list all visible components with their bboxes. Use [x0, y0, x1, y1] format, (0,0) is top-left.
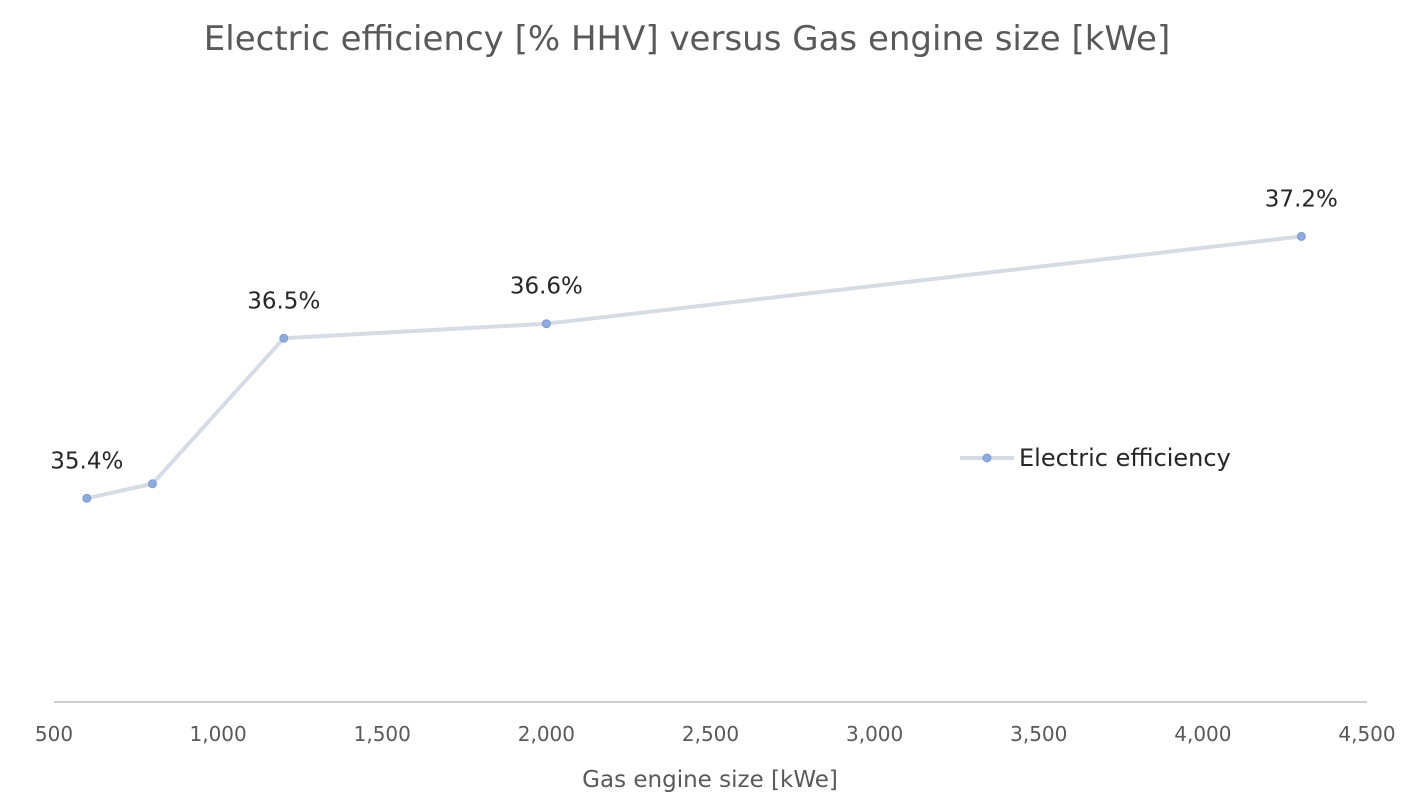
plot-area: 35.4% 36.5% 36.6% 37.2%	[50, 186, 1338, 503]
x-tick-label: 3,000	[846, 722, 903, 746]
x-tick-label: 1,500	[354, 722, 411, 746]
data-point[interactable]	[147, 479, 157, 489]
data-label: 36.5%	[247, 288, 320, 314]
data-label: 35.4%	[50, 448, 123, 474]
data-point[interactable]	[1296, 231, 1306, 241]
data-label: 36.6%	[510, 274, 583, 300]
data-point[interactable]	[541, 319, 551, 329]
data-point[interactable]	[279, 333, 289, 343]
x-tick-label: 4,500	[1338, 722, 1395, 746]
x-tick-label: 4,000	[1174, 722, 1231, 746]
chart-title: Electric efficiency [% HHV] versus Gas e…	[204, 19, 1170, 59]
x-tick-label: 500	[35, 722, 73, 746]
x-axis-label: Gas engine size [kWe]	[582, 767, 838, 793]
x-tick-label: 2,000	[518, 722, 575, 746]
x-tick-label: 1,000	[189, 722, 246, 746]
x-axis-tick-labels: 500 1,000 1,500 2,000 2,500 3,000 3,500 4,000 4,…	[35, 722, 1396, 746]
data-point[interactable]	[82, 493, 92, 503]
legend[interactable]: Electric efficiency	[960, 444, 1231, 472]
data-label: 37.2%	[1265, 186, 1338, 212]
x-tick-label: 3,500	[1010, 722, 1067, 746]
x-tick-label: 2,500	[682, 722, 739, 746]
legend-label: Electric efficiency	[1019, 444, 1231, 472]
legend-marker-swatch	[982, 453, 992, 463]
